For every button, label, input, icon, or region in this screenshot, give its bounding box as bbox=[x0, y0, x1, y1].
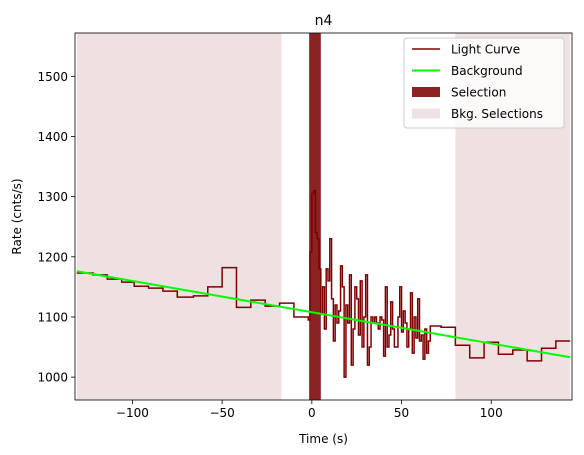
y-axis-label: Rate (cnts/s) bbox=[10, 178, 24, 254]
y-tick-label: 1500 bbox=[37, 70, 68, 84]
y-tick-label: 1100 bbox=[37, 310, 68, 324]
x-tick-label: −100 bbox=[116, 406, 149, 420]
plot-frame bbox=[74, 32, 573, 401]
background-fit-layer bbox=[76, 270, 571, 359]
y-axis: 1000 1100 1200 1300 1400 1500 bbox=[37, 70, 75, 385]
bkg-selection-region-0 bbox=[76, 33, 282, 400]
x-tick-label: 100 bbox=[480, 406, 503, 420]
legend-label-2: Selection bbox=[451, 86, 506, 100]
legend: Light Curve Background Selection Bkg. Selec… bbox=[403, 37, 565, 129]
x-axis-label: Time (s) bbox=[298, 432, 348, 446]
legend-label-0: Light Curve bbox=[451, 43, 520, 57]
legend-swatch-3 bbox=[412, 108, 440, 119]
legend-label-1: Background bbox=[451, 64, 523, 78]
light-curve-line bbox=[76, 189, 571, 378]
y-tick-label: 1300 bbox=[37, 190, 68, 204]
light-curve-layer bbox=[76, 189, 571, 378]
y-tick-label: 1000 bbox=[37, 371, 68, 385]
legend-label-3: Bkg. Selections bbox=[451, 107, 543, 121]
x-tick-label: 50 bbox=[394, 406, 409, 420]
legend-swatch-2 bbox=[412, 87, 440, 97]
y-tick-label: 1200 bbox=[37, 250, 68, 264]
legend-frame bbox=[403, 37, 565, 129]
x-tick-label: −50 bbox=[209, 406, 234, 420]
chart-title: n4 bbox=[315, 13, 333, 29]
x-tick-label: 0 bbox=[308, 406, 316, 420]
background-fit-line bbox=[76, 270, 571, 359]
y-tick-label: 1400 bbox=[37, 130, 68, 144]
x-axis: −100 −50 0 50 100 bbox=[116, 400, 503, 420]
